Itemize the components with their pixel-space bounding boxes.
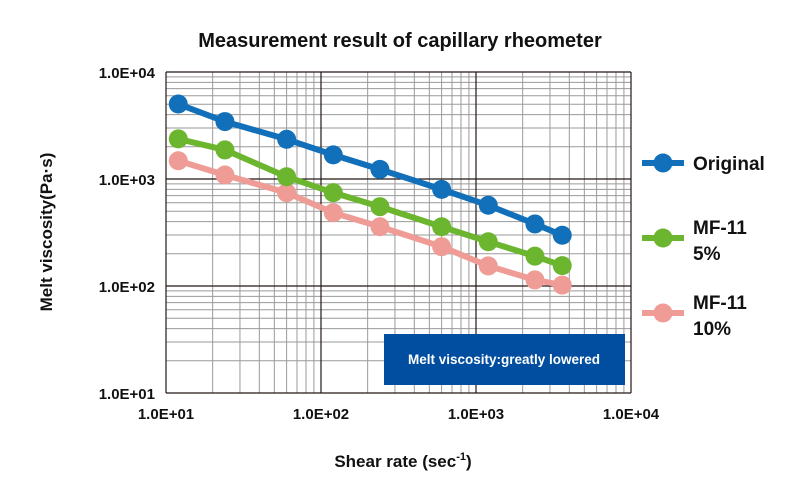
data-point: [478, 232, 498, 252]
data-point: [277, 129, 297, 149]
legend-label: MF-11: [693, 293, 747, 314]
data-point: [277, 167, 297, 187]
x-tick-label: 1.0E+01: [138, 406, 194, 423]
annotation-text: Melt viscosity:greatly lowered: [408, 352, 600, 367]
data-point: [552, 275, 572, 295]
legend-swatch-marker: [653, 153, 673, 173]
data-point: [478, 256, 498, 276]
legend: Original MF-11 5% MF-11 10%: [642, 153, 765, 340]
data-point: [215, 140, 235, 160]
y-tick-labels: 1.0E+04 1.0E+03 1.0E+02 1.0E+01: [99, 65, 156, 403]
y-tick-label: 1.0E+03: [99, 172, 155, 189]
y-tick-label: 1.0E+01: [99, 386, 155, 403]
data-point: [323, 145, 343, 165]
data-point: [323, 203, 343, 223]
data-point: [370, 217, 390, 237]
x-axis-label-suffix: ): [466, 452, 472, 471]
x-axis-label-main: Shear rate (sec: [334, 452, 456, 471]
legend-label: MF-11: [693, 218, 747, 239]
data-point: [215, 112, 235, 132]
data-point: [168, 151, 188, 171]
series-group: [168, 94, 572, 295]
annotation-box: [384, 334, 625, 385]
series-mf-11-10-: [168, 151, 572, 295]
data-point: [370, 159, 390, 179]
y-axis-label: Melt viscosity(Pa·s): [37, 153, 56, 312]
x-tick-label: 1.0E+03: [448, 406, 504, 423]
x-axis-label: Shear rate (sec-1): [334, 451, 471, 471]
data-point: [432, 237, 452, 257]
data-point: [525, 246, 545, 266]
data-point: [370, 197, 390, 217]
x-tick-labels: 1.0E+01 1.0E+02 1.0E+03 1.0E+04: [138, 406, 660, 423]
legend-label: 5%: [693, 244, 721, 265]
data-point: [168, 129, 188, 149]
legend-item: MF-11 10%: [642, 293, 747, 340]
series-mf-11-5-: [168, 129, 572, 276]
chart-title: Measurement result of capillary rheomete…: [198, 30, 602, 52]
data-point: [478, 195, 498, 215]
y-tick-label: 1.0E+04: [99, 65, 156, 82]
x-tick-label: 1.0E+04: [603, 406, 660, 423]
series-original: [168, 94, 572, 245]
annotation: Melt viscosity:greatly lowered: [384, 334, 625, 385]
series-line: [177, 101, 564, 239]
legend-item: MF-11 5%: [642, 218, 747, 265]
data-point: [215, 165, 235, 185]
x-axis-label-sup: -1: [456, 451, 466, 463]
legend-label: Original: [693, 154, 765, 175]
data-point: [168, 94, 188, 114]
legend-swatch-marker: [653, 228, 673, 248]
data-point: [432, 179, 452, 199]
data-point: [323, 183, 343, 203]
legend-label: 10%: [693, 319, 731, 340]
data-point: [552, 225, 572, 245]
legend-item: Original: [642, 153, 765, 175]
y-tick-label: 1.0E+02: [99, 279, 155, 296]
data-point: [525, 214, 545, 234]
x-tick-label: 1.0E+02: [293, 406, 349, 423]
legend-swatch-marker: [653, 303, 673, 323]
data-point: [525, 270, 545, 290]
data-point: [432, 217, 452, 237]
data-point: [277, 183, 297, 203]
data-point: [552, 256, 572, 276]
